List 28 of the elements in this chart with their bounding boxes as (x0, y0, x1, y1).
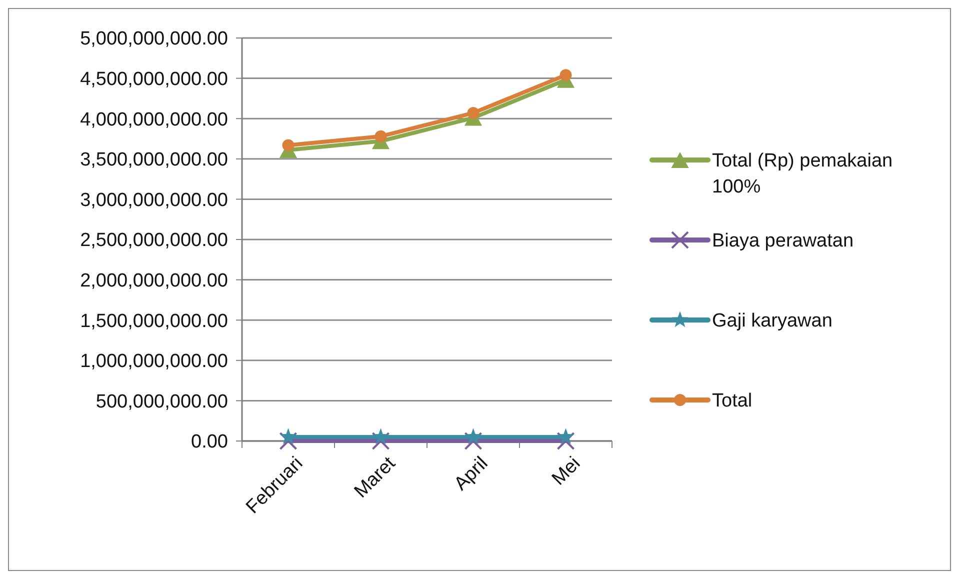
y-tick-label: 1,000,000,000.00 (80, 351, 228, 372)
point (374, 130, 387, 142)
y-tick-label: 4,500,000,000.00 (80, 68, 228, 90)
point (372, 428, 390, 444)
point (280, 428, 297, 444)
y-tick-label: 4,000,000,000.00 (80, 109, 228, 130)
legend-label: Gaji karyawan (712, 310, 832, 332)
y-tick-label: 2,500,000,000.00 (80, 230, 228, 252)
y-tick-label: 2,000,000,000.00 (80, 270, 228, 292)
point (464, 432, 482, 450)
point (282, 139, 294, 152)
point (464, 428, 482, 444)
y-tick-label: 500,000,000.00 (96, 391, 228, 412)
legend-label: Biaya perawatan (712, 230, 854, 252)
point (557, 428, 574, 444)
legend-label: Total (Rp) pemakaian 100% (712, 150, 893, 198)
x-tick-label: Mei (548, 453, 585, 490)
y-tick-label: 3,000,000,000.00 (80, 190, 228, 211)
y-tick-label: 0.00 (191, 432, 228, 453)
legend-label: Total (712, 390, 752, 412)
y-tick-label: 1,500,000,000.00 (80, 310, 228, 332)
y-tick-label: 5,000,000,000.00 (80, 28, 228, 50)
point (556, 432, 575, 450)
y-tick-label: 3,500,000,000.00 (80, 150, 228, 171)
point (467, 106, 480, 119)
point (279, 432, 298, 450)
point (560, 69, 572, 82)
point (372, 432, 390, 450)
